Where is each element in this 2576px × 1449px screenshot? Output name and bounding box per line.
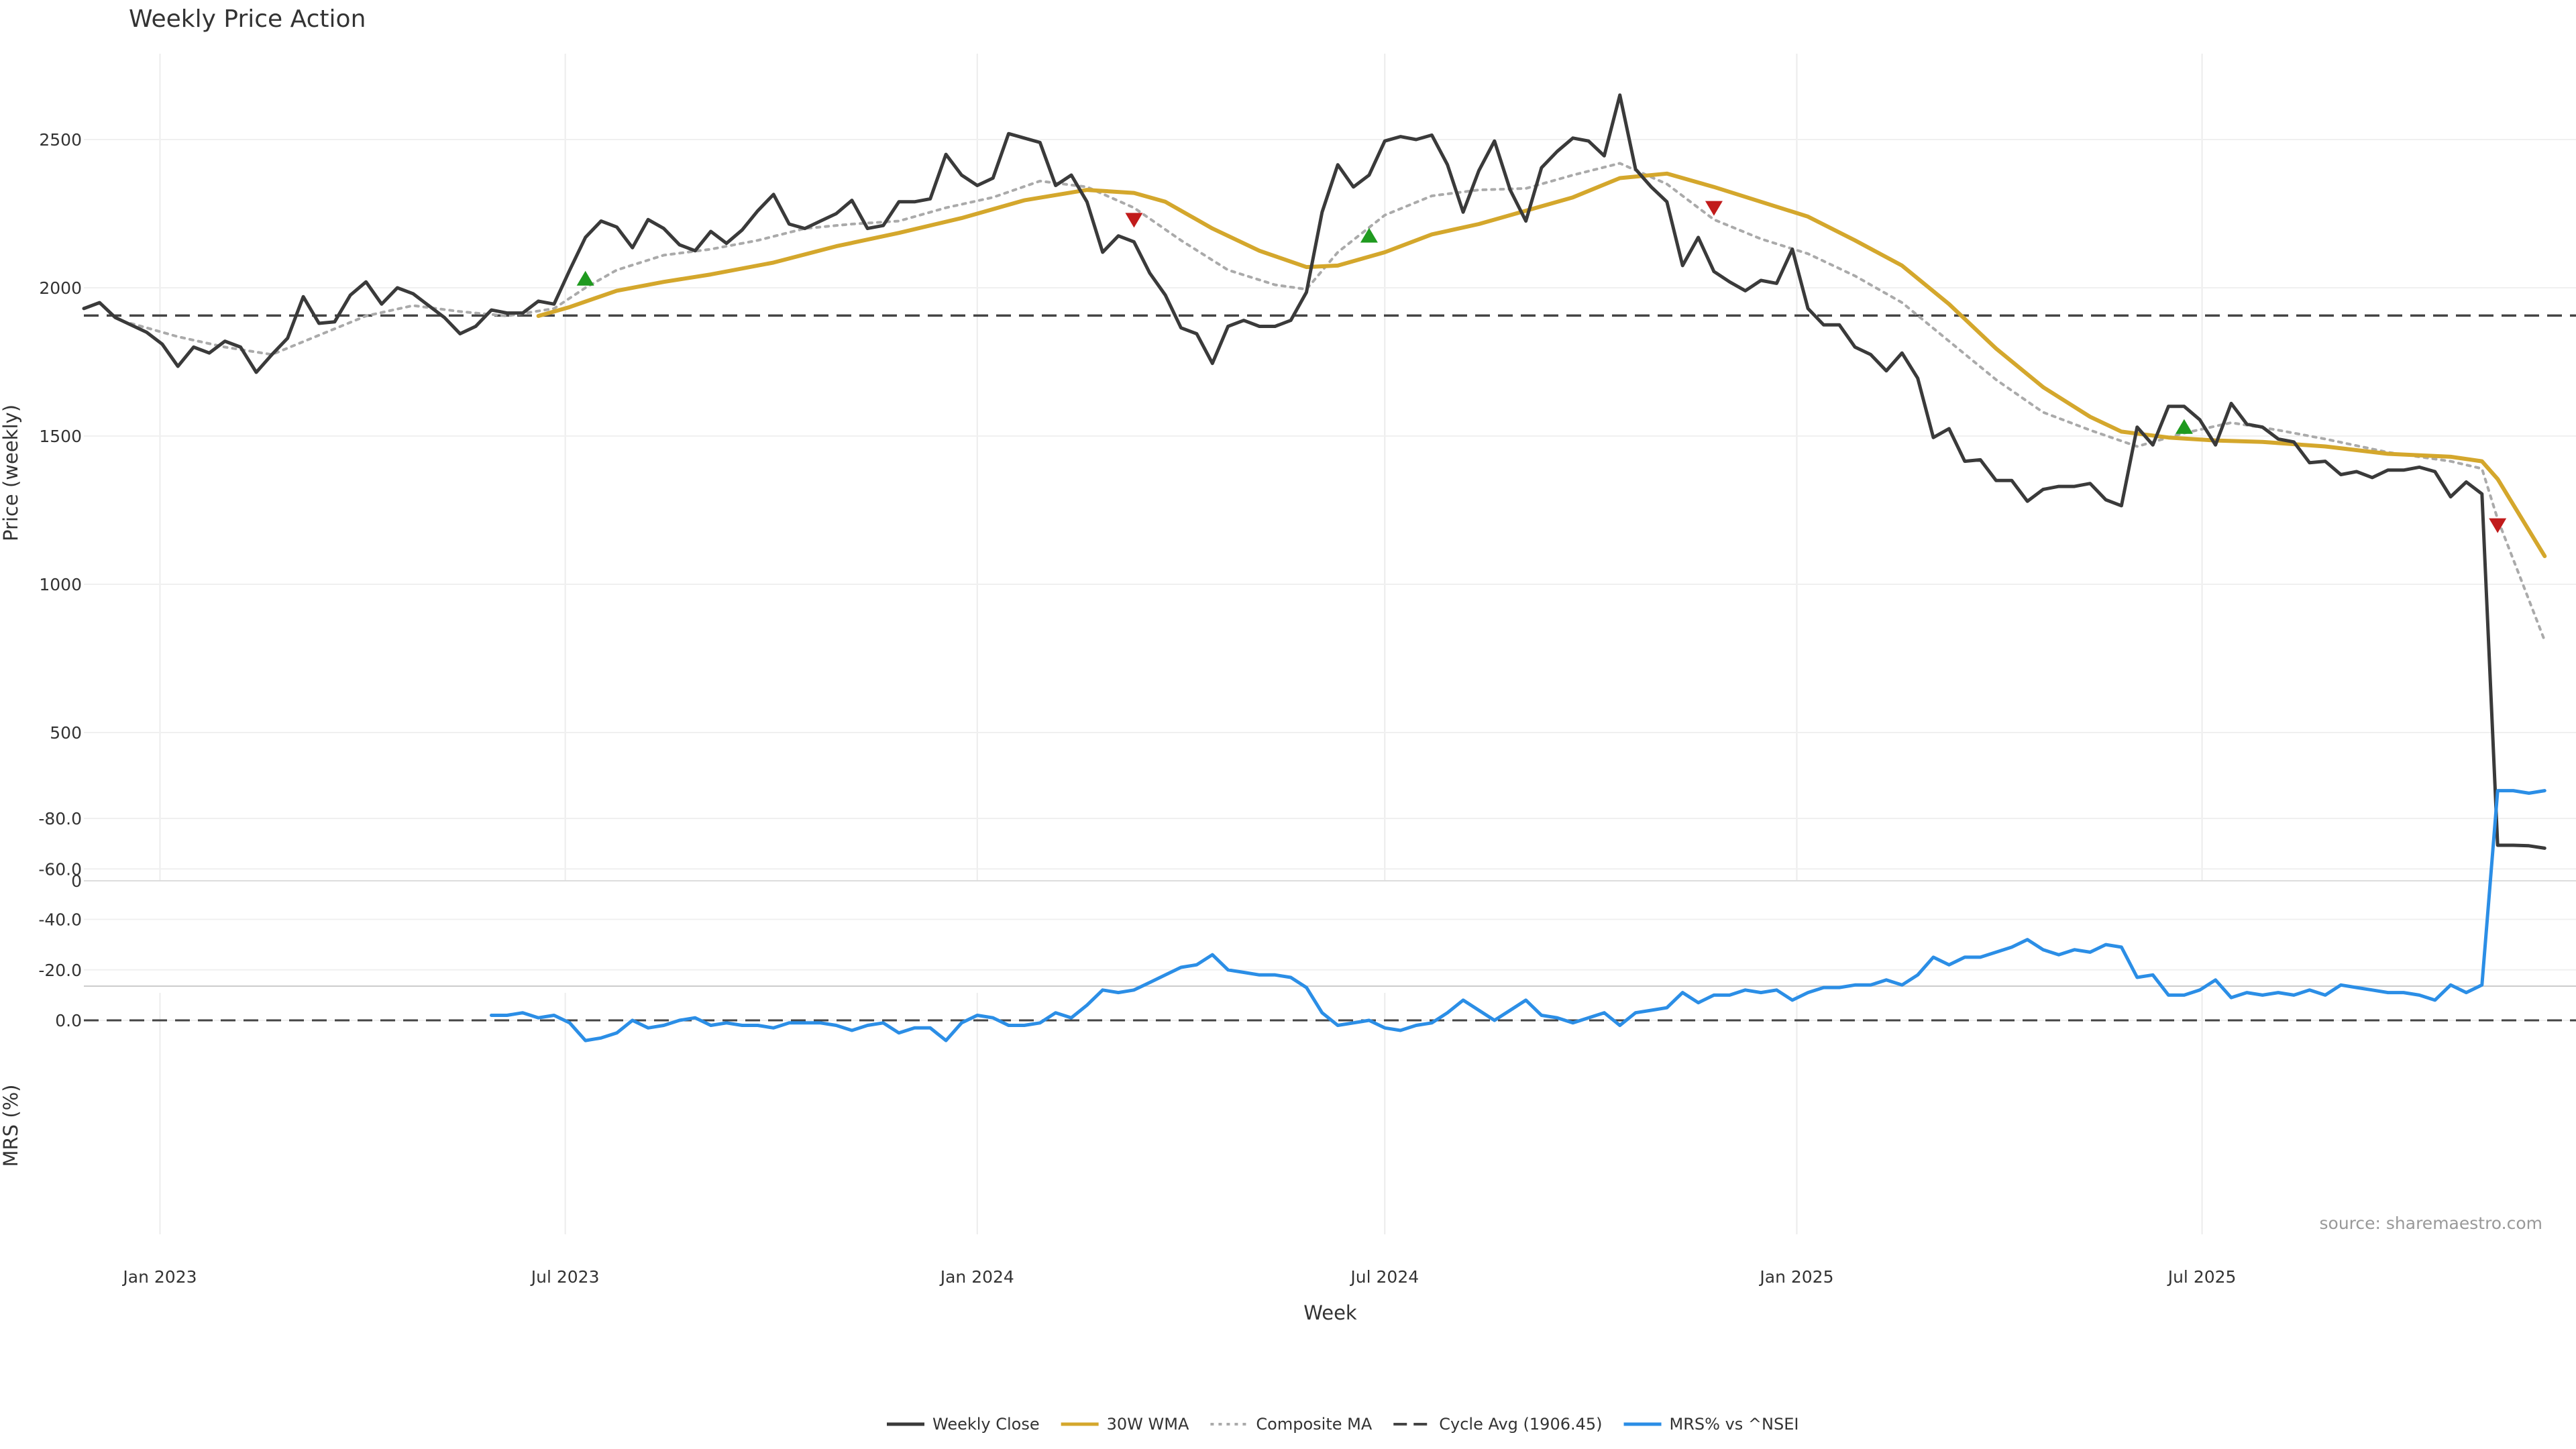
sell-signal-marker <box>1125 213 1143 228</box>
signal-markers <box>576 201 2507 533</box>
price-series <box>82 93 2576 850</box>
composite-ma-line <box>129 162 2546 642</box>
chart-title: Weekly Price Action <box>129 5 366 33</box>
mrs-line <box>490 789 2546 1042</box>
x-tick-label: Jul 2025 <box>2167 1267 2237 1287</box>
mrs-y-axis-label: MRS (%) <box>0 1085 22 1167</box>
sell-signal-marker <box>2489 518 2507 533</box>
mrs-y-ticks: 0.0 -20.0 -40.0 -60.0 -80.0 <box>38 809 82 1030</box>
x-tick-label: Jan 2025 <box>1758 1267 1833 1287</box>
source-note: source: sharemaestro.com <box>2320 1214 2543 1233</box>
x-tick-label: Jan 2023 <box>121 1267 197 1287</box>
legend-label: Composite MA <box>1256 1415 1372 1434</box>
price-y-axis-label: Price (weekly) <box>0 405 22 541</box>
x-ticks: Jan 2023 Jul 2023 Jan 2024 Jul 2024 Jan 2025… <box>121 1267 2236 1287</box>
legend: Weekly Close 30W WMA Composite MA Cycle Avg… <box>887 1415 1799 1434</box>
sell-signal-marker <box>1705 201 1723 216</box>
price-y-tick-label: 1500 <box>39 427 82 446</box>
weekly-close-line <box>82 93 2546 850</box>
wma-30w-line <box>536 171 2547 558</box>
buy-signal-marker <box>1360 227 1378 243</box>
buy-signal-marker <box>576 270 594 286</box>
mrs-y-tick-label: -60.0 <box>38 859 82 879</box>
x-tick-label: Jan 2024 <box>939 1267 1014 1287</box>
mrs-y-tick-label: -20.0 <box>38 961 82 980</box>
x-tick-label: Jul 2023 <box>530 1267 600 1287</box>
mrs-series <box>84 789 2576 1042</box>
legend-label: MRS% vs ^NSEI <box>1670 1415 1799 1434</box>
x-axis-label: Week <box>1303 1301 1357 1324</box>
legend-label: Weekly Close <box>932 1415 1040 1434</box>
price-y-tick-label: 500 <box>50 723 82 743</box>
mrs-y-tick-label: -40.0 <box>38 910 82 930</box>
legend-label: 30W WMA <box>1107 1415 1189 1434</box>
mrs-y-tick-label: -80.0 <box>38 809 82 828</box>
price-grid <box>84 54 2576 881</box>
buy-signal-marker <box>2175 419 2193 434</box>
price-y-tick-label: 0 <box>71 871 82 891</box>
price-y-tick-label: 2000 <box>39 278 82 298</box>
mrs-y-tick-label: 0.0 <box>55 1011 82 1030</box>
price-y-tick-label: 1000 <box>39 575 82 594</box>
x-tick-label: Jul 2024 <box>1349 1267 1419 1287</box>
price-y-tick-label: 2500 <box>39 130 82 150</box>
price-y-ticks: 0 500 1000 1500 2000 2500 <box>39 130 82 891</box>
legend-label: Cycle Avg (1906.45) <box>1439 1415 1602 1434</box>
